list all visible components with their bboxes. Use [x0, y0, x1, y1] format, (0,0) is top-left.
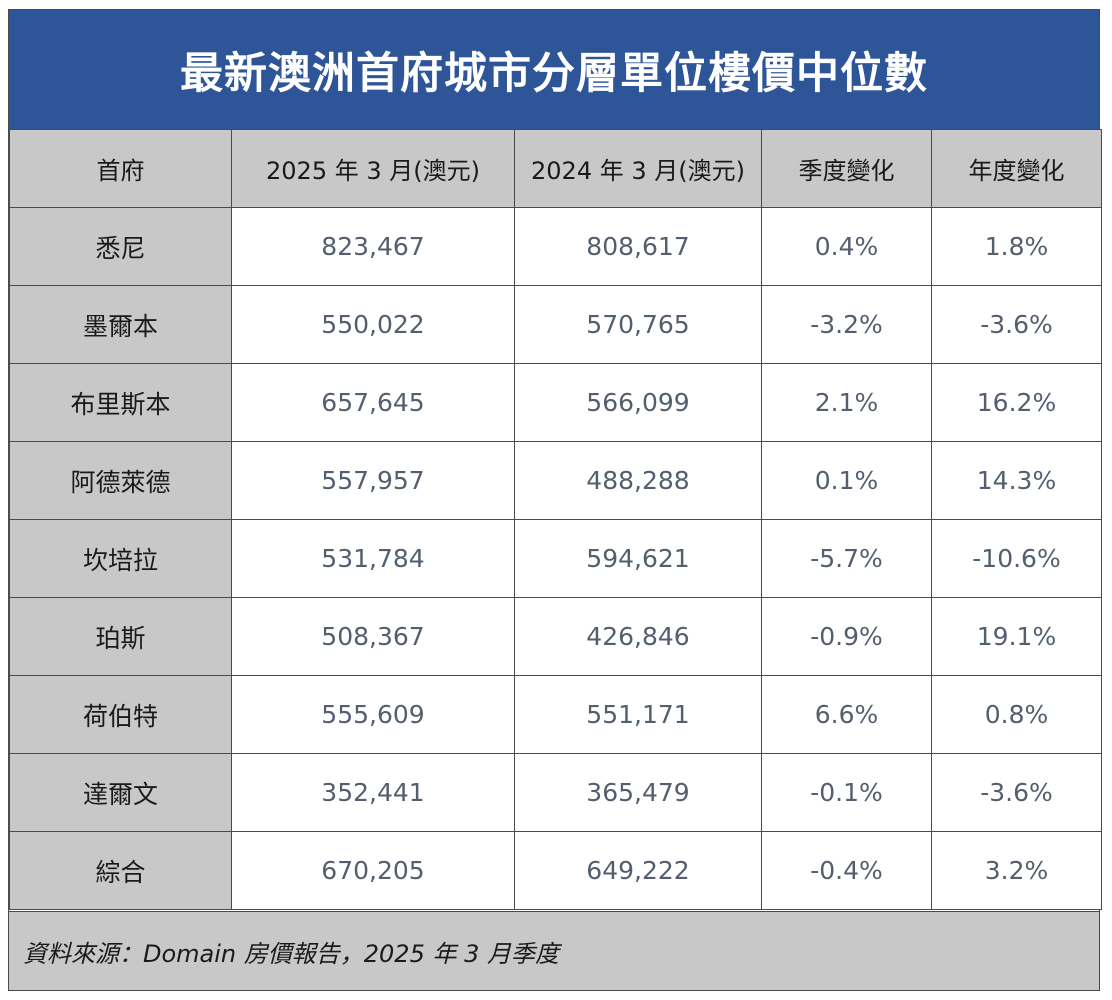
header-mar-2025: 2025 年 3 月(澳元): [231, 129, 515, 208]
annual-change-cell: -3.6%: [931, 753, 1102, 832]
price-2024-cell: 594,621: [514, 519, 762, 598]
city-cell: 阿德萊德: [9, 441, 232, 520]
city-cell: 達爾文: [9, 753, 232, 832]
header-mar-2024: 2024 年 3 月(澳元): [514, 129, 762, 208]
city-cell: 珀斯: [9, 597, 232, 676]
price-2025-cell: 550,022: [231, 285, 515, 364]
annual-change-cell: 0.8%: [931, 675, 1102, 754]
header-annual-change: 年度變化: [931, 129, 1102, 208]
price-2025-cell: 670,205: [231, 831, 515, 910]
table-row: 珀斯 508,367 426,846 -0.9% 19.1%: [9, 597, 1102, 676]
quarterly-change-cell: -0.9%: [761, 597, 932, 676]
quarterly-change-cell: 6.6%: [761, 675, 932, 754]
city-cell: 墨爾本: [9, 285, 232, 364]
table-row: 布里斯本 657,645 566,099 2.1% 16.2%: [9, 363, 1102, 442]
table-row: 荷伯特 555,609 551,171 6.6% 0.8%: [9, 675, 1102, 754]
annual-change-cell: -10.6%: [931, 519, 1102, 598]
price-2025-cell: 555,609: [231, 675, 515, 754]
table-card: 最新澳洲首府城市分層單位樓價中位數 首府 2025 年 3 月(澳元) 2024…: [8, 9, 1102, 991]
city-cell: 布里斯本: [9, 363, 232, 442]
quarterly-change-cell: 0.4%: [761, 207, 932, 286]
annual-change-cell: 1.8%: [931, 207, 1102, 286]
price-2025-cell: 557,957: [231, 441, 515, 520]
table-row: 墨爾本 550,022 570,765 -3.2% -3.6%: [9, 285, 1102, 364]
annual-change-cell: 16.2%: [931, 363, 1102, 442]
annual-change-cell: 14.3%: [931, 441, 1102, 520]
quarterly-change-cell: 2.1%: [761, 363, 932, 442]
annual-change-cell: 19.1%: [931, 597, 1102, 676]
quarterly-change-cell: -0.4%: [761, 831, 932, 910]
annual-change-cell: 3.2%: [931, 831, 1102, 910]
quarterly-change-cell: -0.1%: [761, 753, 932, 832]
price-2024-cell: 551,171: [514, 675, 762, 754]
quarterly-change-cell: -5.7%: [761, 519, 932, 598]
price-2024-cell: 488,288: [514, 441, 762, 520]
city-cell: 坎培拉: [9, 519, 232, 598]
city-cell: 悉尼: [9, 207, 232, 286]
price-2025-cell: 823,467: [231, 207, 515, 286]
price-2025-cell: 352,441: [231, 753, 515, 832]
table-row: 綜合 670,205 649,222 -0.4% 3.2%: [9, 831, 1102, 910]
source-note: 資料來源：Domain 房價報告，2025 年 3 月季度: [9, 911, 1099, 990]
city-cell: 荷伯特: [9, 675, 232, 754]
city-cell: 綜合: [9, 831, 232, 910]
price-table: 首府 2025 年 3 月(澳元) 2024 年 3 月(澳元) 季度變化 年度…: [9, 129, 1102, 910]
price-2025-cell: 531,784: [231, 519, 515, 598]
price-2025-cell: 508,367: [231, 597, 515, 676]
price-2024-cell: 808,617: [514, 207, 762, 286]
header-row: 首府 2025 年 3 月(澳元) 2024 年 3 月(澳元) 季度變化 年度…: [9, 129, 1102, 208]
price-2024-cell: 649,222: [514, 831, 762, 910]
price-2025-cell: 657,645: [231, 363, 515, 442]
annual-change-cell: -3.6%: [931, 285, 1102, 364]
header-quarterly-change: 季度變化: [761, 129, 932, 208]
page-title: 最新澳洲首府城市分層單位樓價中位數: [9, 10, 1099, 130]
table-row: 坎培拉 531,784 594,621 -5.7% -10.6%: [9, 519, 1102, 598]
quarterly-change-cell: 0.1%: [761, 441, 932, 520]
price-2024-cell: 426,846: [514, 597, 762, 676]
table-row: 達爾文 352,441 365,479 -0.1% -3.6%: [9, 753, 1102, 832]
table-row: 悉尼 823,467 808,617 0.4% 1.8%: [9, 207, 1102, 286]
price-2024-cell: 570,765: [514, 285, 762, 364]
price-2024-cell: 365,479: [514, 753, 762, 832]
quarterly-change-cell: -3.2%: [761, 285, 932, 364]
table-row: 阿德萊德 557,957 488,288 0.1% 14.3%: [9, 441, 1102, 520]
header-city: 首府: [9, 129, 232, 208]
price-2024-cell: 566,099: [514, 363, 762, 442]
